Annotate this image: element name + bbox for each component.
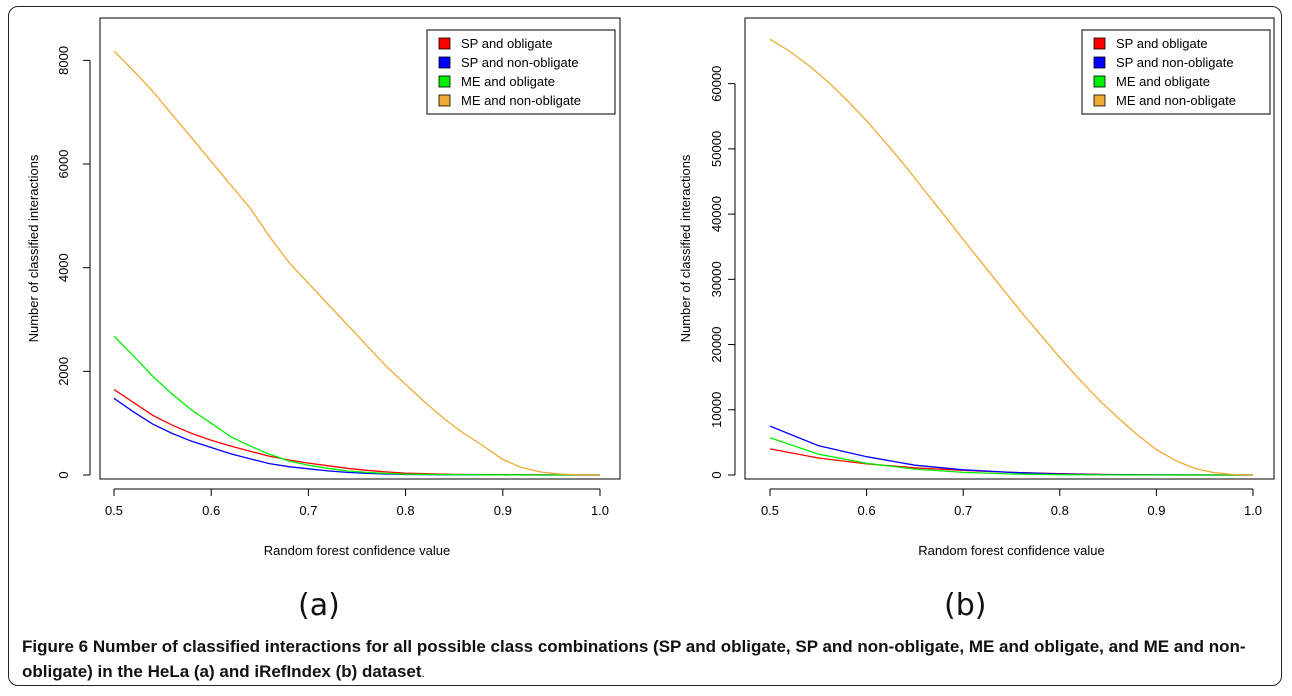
y-tick-label: 40000 [709,196,724,232]
series-line-sp-and-obligate [113,388,601,476]
panel-label-a: (a) [298,588,340,623]
x-tick-label: 0.5 [761,503,779,518]
legend-label: SP and obligate [1116,36,1208,51]
legend-swatch [1093,37,1106,50]
plot-frame [744,17,1275,480]
figure-caption: Figure 6 Number of classified interactio… [22,634,1276,686]
legend-box [426,29,616,115]
legend-swatch [1093,56,1106,69]
legend-label: SP and obligate [461,36,553,51]
y-tick-label: 6000 [56,150,71,179]
y-tick-label: 0 [709,471,724,478]
y-tick-label: 4000 [56,253,71,282]
series-line-me-and-obligate [113,335,600,476]
series-line-sp-and-obligate [769,448,1253,476]
legend-swatch [438,94,451,107]
caption-text: Number of classified interactions for al… [22,637,1246,681]
x-axis-title: Random forest confidence value [264,543,450,558]
x-tick-label: 0.8 [397,503,415,518]
legend-swatch [438,75,451,88]
series-line-me-and-obligate [769,437,1253,476]
chart-b: 0 10000 20000 30000 40000 50000 60000 0.5 0.6 0.7… [678,17,1275,558]
x-tick-label: 0.6 [858,503,876,518]
chart-a: 0 2000 4000 6000 8000 0.5 0.6 0.7 0.8 0.9 1.0 Rando… [26,17,621,558]
y-axis-title: Number of classified interactions [678,154,693,342]
x-tick-label: 1.0 [1244,503,1262,518]
y-tick-label: 30000 [709,261,724,297]
caption-label: Figure 6 [22,637,89,656]
legend-swatch [438,56,451,69]
panel-label-b: (b) [944,588,987,623]
legend-label: ME and non-obligate [1116,93,1236,108]
y-tick-label: 60000 [709,66,724,102]
x-axis-title: Random forest confidence value [918,543,1104,558]
series-line-sp-and-non-obligate [113,397,600,476]
legend-label: ME and non-obligate [461,93,581,108]
legend-swatch [1093,94,1106,107]
y-tick-label: 8000 [56,46,71,75]
x-tick-label: 0.9 [1147,503,1165,518]
y-tick-label: 20000 [709,326,724,362]
series-line-sp-and-non-obligate [769,425,1253,476]
legend-swatch [1093,75,1106,88]
legend-label: ME and obligate [461,74,555,89]
x-tick-label: 0.5 [105,503,123,518]
legend-swatch [438,37,451,50]
caption-end: . [421,666,425,680]
x-tick-label: 1.0 [591,503,609,518]
y-tick-label: 10000 [709,392,724,428]
legend-label: SP and non-obligate [1116,55,1234,70]
series-line-me-and-non-obligate [113,50,601,476]
x-tick-label: 0.7 [299,503,317,518]
series-line-me-and-non-obligate [769,38,1254,476]
figure-frame [8,6,1282,686]
x-tick-label: 0.9 [494,503,512,518]
legend-label: ME and obligate [1116,74,1210,89]
y-tick-label: 50000 [709,131,724,167]
x-tick-label: 0.7 [954,503,972,518]
y-axis-title: Number of classified interactions [26,154,41,342]
legend-box [1081,29,1271,115]
x-tick-label: 0.8 [1051,503,1069,518]
legend-label: SP and non-obligate [461,55,579,70]
y-tick-label: 0 [56,471,71,478]
plot-frame [99,17,621,480]
x-tick-label: 0.6 [202,503,220,518]
y-tick-label: 2000 [56,357,71,386]
